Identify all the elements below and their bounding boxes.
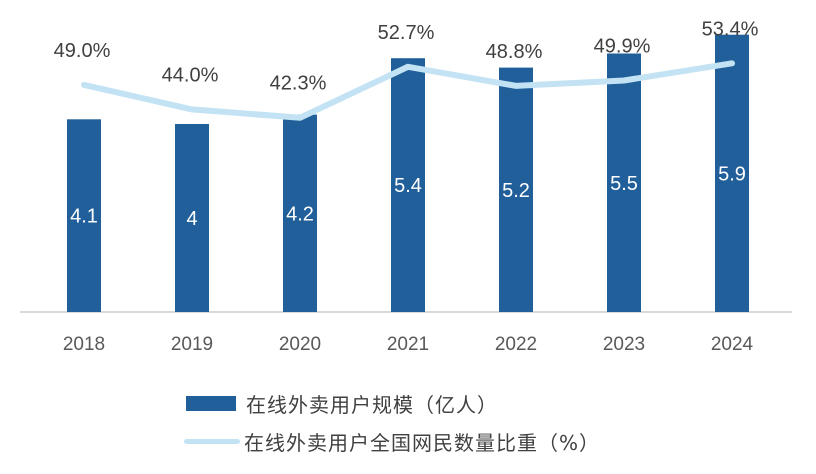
x-tick-2020: 2020 [279,334,321,355]
legend-bar-label: 在线外卖用户规模（亿人） [246,392,498,417]
legend: 在线外卖用户规模（亿人） 在线外卖用户全国网民数量比重（%） [184,384,601,460]
bar-label-2022: 5.2 [502,180,530,202]
x-tick-2022: 2022 [495,334,537,355]
bar-series [67,34,749,313]
x-axis-ticks: 2018 2019 2020 2021 2022 2023 2024 [63,334,754,355]
line-series [81,60,735,121]
line-label-2024: 53.4% [702,18,759,40]
bar-data-labels: 4.1 4 4.2 5.4 5.2 5.5 5.9 [70,163,746,230]
bar-2019 [175,124,209,312]
legend-line-label: 在线外卖用户全国网民数量比重（%） [244,430,601,455]
legend-item-line[interactable]: 在线外卖用户全国网民数量比重（%） [184,422,601,460]
line-label-2021: 52.7% [378,22,435,44]
x-tick-2021: 2021 [387,334,429,355]
bar-2020 [283,114,317,312]
bar-2023 [607,53,641,312]
x-tick-2018: 2018 [63,334,105,355]
bar-2024 [715,34,749,312]
bar-2021 [391,58,425,313]
line-label-2019: 44.0% [162,64,219,86]
line-label-2023: 49.9% [594,35,651,57]
x-tick-2019: 2019 [171,334,213,355]
line-path [81,60,735,121]
bar-label-2020: 4.2 [286,203,314,225]
bar-label-2019: 4 [186,208,197,230]
x-tick-2024: 2024 [711,334,754,355]
bar-label-2024: 5.9 [718,163,746,185]
bar-label-2021: 5.4 [394,175,422,197]
line-label-2020: 42.3% [270,73,327,95]
legend-item-bar[interactable]: 在线外卖用户规模（亿人） [186,384,600,422]
x-tick-2023: 2023 [603,334,645,355]
bar-2018 [67,119,101,312]
line-label-2022: 48.8% [486,41,543,63]
line-label-2018: 49.0% [54,40,111,62]
legend-bar-swatch [186,395,236,411]
bar-label-2018: 4.1 [70,206,98,228]
bar-label-2023: 5.5 [610,173,638,195]
bar-2022 [499,67,533,312]
legend-line-swatch [184,438,240,444]
line-data-labels: 49.0% 44.0% 42.3% 52.7% 48.8% 49.9% 53.4% [54,18,759,94]
